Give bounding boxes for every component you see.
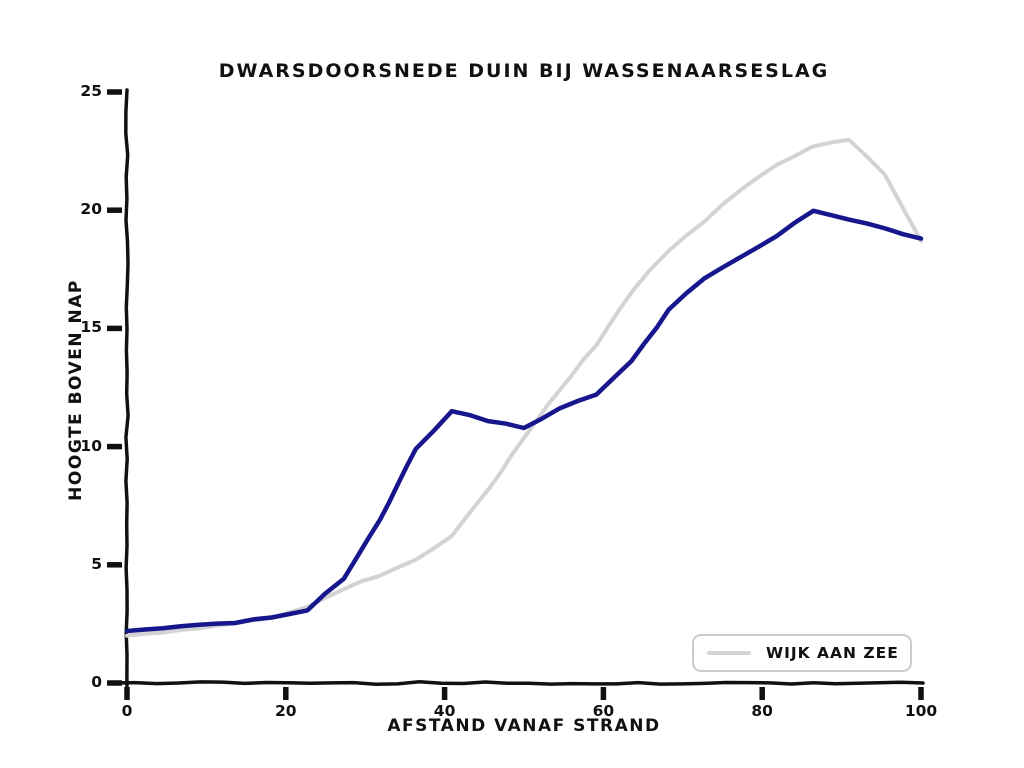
y-tick-label-25: 25 xyxy=(80,82,102,100)
y-tick-label-5: 5 xyxy=(91,554,102,573)
y-tick-label-20: 20 xyxy=(80,200,102,219)
x-tick-label-0: 0 xyxy=(121,702,133,720)
legend-label: WIJK AAN ZEE xyxy=(766,644,899,662)
legend: WIJK AAN ZEE xyxy=(692,634,912,672)
y-axis-line xyxy=(124,88,130,700)
y-tick-label-15: 15 xyxy=(80,318,102,337)
y-axis-label: HOOGTE BOVEN NAP xyxy=(66,279,86,501)
x-tick-label-60: 60 xyxy=(592,702,615,720)
x-tick-label-80: 80 xyxy=(751,702,773,720)
x-tick-label-20: 20 xyxy=(275,702,297,720)
legend-line-sample-wijk-aan-zee xyxy=(707,651,751,655)
y-tick-label-10: 10 xyxy=(80,436,102,455)
series-line-unlabeled-navy xyxy=(124,208,924,634)
x-tick-label-40: 40 xyxy=(433,702,456,720)
chart-title: DWARSDOORSNEDE DUIN BIJ WASSENAARSESLAG xyxy=(218,60,830,82)
x-tick-label-100: 100 xyxy=(904,702,938,720)
x-axis-label: AFSTAND VANAF STRAND xyxy=(387,716,661,736)
x-axis-line xyxy=(111,680,925,686)
y-tick-label-0: 0 xyxy=(91,673,102,691)
series-line-wijk-aan-zee xyxy=(125,137,923,638)
